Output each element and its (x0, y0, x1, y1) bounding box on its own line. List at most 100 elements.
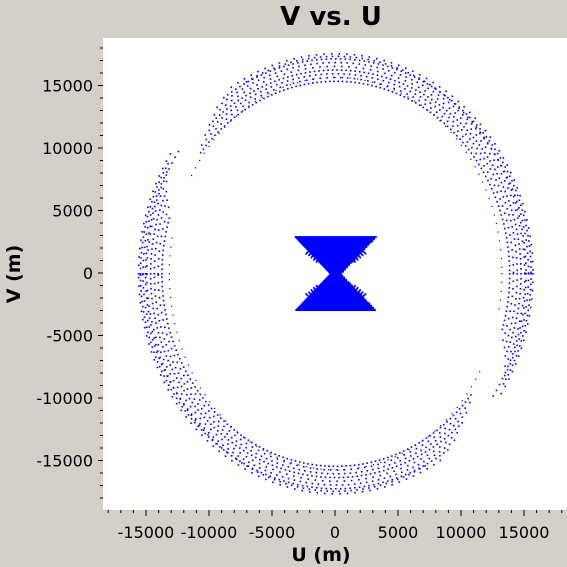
uv-point (297, 483, 299, 486)
uv-point (354, 239, 357, 242)
uv-point (506, 241, 509, 244)
uv-point (332, 276, 334, 279)
uv-point (368, 236, 370, 238)
uv-point (348, 287, 351, 290)
uv-point (361, 490, 364, 493)
uv-point (467, 397, 470, 400)
uv-point (342, 247, 345, 250)
uv-point (197, 425, 199, 428)
uv-point (163, 220, 166, 223)
uv-point (504, 166, 507, 168)
uv-point (315, 308, 318, 310)
uv-point (305, 240, 308, 243)
uv-point (320, 251, 323, 254)
uv-point (521, 313, 524, 316)
uv-point (325, 240, 328, 243)
uv-point (345, 285, 348, 288)
uv-point (371, 239, 374, 242)
uv-point (342, 265, 344, 268)
uv-point (367, 305, 370, 308)
uv-point (340, 249, 343, 252)
uv-point (427, 87, 429, 90)
uv-point (335, 290, 338, 292)
uv-point (358, 302, 361, 305)
uv-point (308, 55, 310, 57)
uv-point (320, 58, 323, 61)
uv-point (306, 251, 309, 253)
uv-point (357, 292, 359, 295)
uv-point (325, 308, 328, 310)
uv-point (317, 253, 320, 255)
uv-point (321, 259, 324, 262)
uv-point (358, 308, 361, 310)
uv-point (275, 89, 277, 91)
uv-point (345, 266, 348, 269)
uv-point (323, 53, 325, 55)
uv-point (357, 242, 360, 245)
uv-point (377, 78, 379, 81)
uv-point (336, 286, 338, 289)
uv-point (366, 241, 369, 244)
uv-point (512, 202, 515, 204)
x-tick-label: -15000 (118, 523, 175, 542)
uv-point (348, 263, 351, 265)
uv-point (296, 309, 299, 312)
uv-point (328, 469, 330, 471)
uv-point (351, 305, 353, 308)
uv-point (202, 148, 205, 150)
uv-point (326, 242, 328, 245)
uv-point (299, 304, 302, 307)
uv-point (353, 253, 356, 255)
uv-point (269, 74, 271, 77)
uv-point (352, 292, 355, 295)
uv-point (215, 433, 218, 436)
uv-point (441, 115, 444, 118)
uv-point (317, 249, 320, 252)
uv-point (328, 289, 331, 291)
uv-point (152, 238, 155, 240)
uv-point (486, 142, 489, 144)
uv-point (341, 465, 343, 467)
uv-point (147, 319, 149, 322)
uv-point (337, 298, 340, 300)
uv-point (336, 291, 338, 294)
uv-point (359, 237, 362, 240)
uv-point (260, 455, 263, 458)
uv-point (218, 132, 220, 134)
uv-point (330, 255, 333, 258)
uv-point (367, 244, 370, 246)
uv-point (140, 257, 142, 259)
uv-point (321, 479, 324, 482)
uv-point (317, 287, 319, 290)
uv-point (214, 407, 216, 410)
uv-point (306, 301, 309, 304)
uv-point (360, 237, 363, 240)
uv-point (354, 244, 357, 246)
uv-point (326, 292, 329, 295)
uv-point (426, 83, 429, 85)
uv-point (332, 273, 335, 276)
uv-point (230, 425, 232, 428)
uv-point (438, 104, 441, 106)
uv-point (363, 236, 366, 238)
uv-point (300, 476, 302, 479)
uv-point (336, 251, 338, 254)
uv-point (145, 290, 147, 293)
uv-point (307, 463, 309, 465)
uv-point (315, 303, 318, 306)
uv-point (418, 104, 421, 106)
uv-point (465, 122, 467, 125)
uv-point (487, 179, 489, 182)
uv-point (345, 296, 348, 299)
uv-point (332, 274, 335, 277)
uv-point (137, 273, 140, 275)
uv-point (308, 295, 310, 298)
uv-point (324, 299, 327, 301)
uv-point (347, 289, 350, 291)
uv-point (353, 250, 355, 253)
uv-point (347, 308, 350, 310)
uv-point (333, 250, 336, 253)
uv-point (282, 456, 285, 459)
uv-point (324, 291, 327, 294)
uv-point (245, 80, 248, 83)
